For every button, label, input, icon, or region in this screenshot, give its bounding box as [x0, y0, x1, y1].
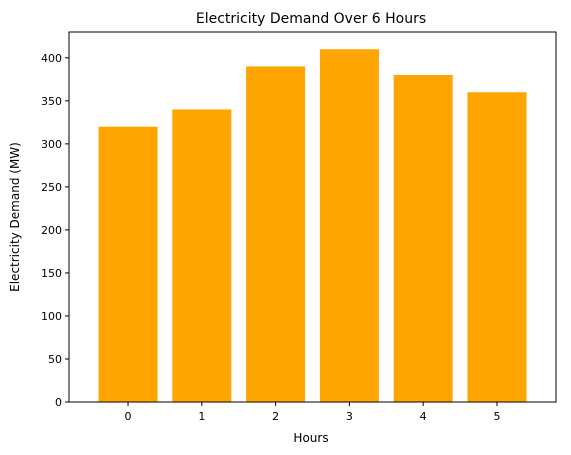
- bar-hour-4: [393, 75, 453, 402]
- y-tick-label: 400: [41, 52, 62, 65]
- y-tick-label: 300: [41, 138, 62, 151]
- bar-hour-1: [172, 109, 232, 402]
- bar-hour-3: [319, 49, 379, 403]
- x-axis-ticks: 0 1 2 3 4 5: [125, 402, 500, 423]
- y-tick-label: 350: [41, 95, 62, 108]
- bar-hour-0: [98, 126, 158, 403]
- plot-frame: [68, 31, 557, 403]
- y-axis-label: Electricity Demand (MW): [8, 142, 22, 292]
- chart-title: Electricity Demand Over 6 Hours: [196, 11, 426, 27]
- bars-group: [98, 49, 527, 403]
- x-tick-label: 5: [493, 410, 500, 423]
- x-tick-label: 4: [420, 410, 427, 423]
- y-tick-label: 200: [41, 224, 62, 237]
- x-axis-label: Hours: [293, 431, 328, 445]
- y-tick-label: 150: [41, 267, 62, 280]
- y-tick-label: 100: [41, 310, 62, 323]
- x-tick-label: 1: [198, 410, 205, 423]
- bar-hour-2: [246, 66, 306, 402]
- x-tick-label: 3: [346, 410, 353, 423]
- y-tick-label: 50: [48, 353, 62, 366]
- x-tick-label: 0: [125, 410, 132, 423]
- y-tick-label: 250: [41, 181, 62, 194]
- bar-hour-5: [467, 92, 527, 403]
- y-tick-label: 0: [55, 396, 62, 409]
- x-tick-label: 2: [272, 410, 279, 423]
- y-axis-ticks: 0 50 100 150 200 250 300 350 400: [41, 52, 69, 409]
